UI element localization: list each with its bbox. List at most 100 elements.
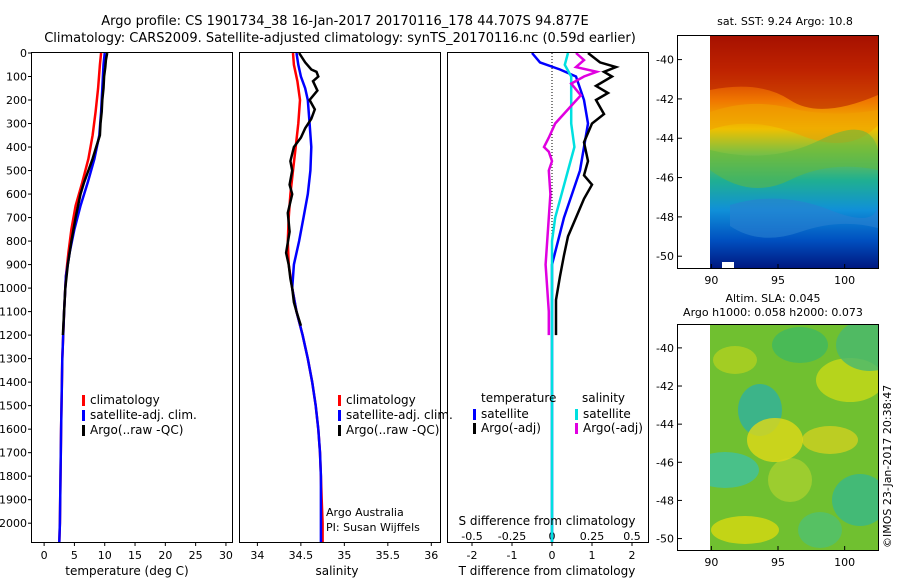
y-tick-label: 600	[6, 188, 27, 201]
y-tick-label: 800	[6, 235, 27, 248]
x-tick-label: 25	[189, 549, 203, 562]
x-tick-label: 35	[337, 549, 351, 562]
temperature-xlabel: temperature (deg C)	[65, 564, 188, 578]
sla-blob	[798, 512, 842, 548]
x-tick-label: 34.5	[289, 549, 314, 562]
x-tick-label: 1	[589, 549, 596, 562]
series-satellite-line	[531, 52, 590, 542]
difference-xlabel: T difference from climatology	[458, 564, 636, 578]
series-satellite-adj-clim--line	[58, 52, 106, 543]
x-tick-label: 35.5	[376, 549, 401, 562]
y-tick-label: 1300	[0, 353, 27, 366]
x-tick-label: 5	[71, 549, 78, 562]
sla-blob	[836, 325, 878, 371]
y-tick-label: 1100	[0, 306, 27, 319]
salinity-xlabel: salinity	[315, 564, 358, 578]
x-tick-label: 34	[250, 549, 264, 562]
map-y-tick-label: -48	[656, 211, 674, 224]
y-tick-label: 500	[6, 165, 27, 178]
y-tick-label: 1600	[0, 423, 27, 436]
x2-tick-label: -0.5	[461, 530, 482, 543]
sst-map	[710, 36, 878, 268]
y-tick-label: 400	[6, 141, 27, 154]
map-y-tick-label: -50	[656, 250, 674, 263]
sla-frame	[677, 324, 879, 551]
map-y-tick-label: -46	[656, 172, 674, 185]
difference-legend: temperature salinitysatelliteArgo(-adj)sa…	[473, 391, 643, 435]
difference-frame	[447, 52, 649, 543]
map-y-tick-label: -40	[656, 54, 674, 67]
y-tick-label: 2000	[0, 517, 27, 530]
y-tick-label: 1900	[0, 494, 27, 507]
x2-tick-label: -0.25	[498, 530, 526, 543]
map-y-tick-label: -46	[656, 456, 674, 469]
header-line1: Argo profile: CS 1901734_38 16-Jan-2017 …	[101, 14, 589, 29]
x-tick-label: 0	[41, 549, 48, 562]
legend-sal-1-label: satellite-adj. clim.	[346, 408, 453, 422]
sla-subtitle: Argo h1000: 0.058 h2000: 0.073	[683, 306, 863, 319]
salinity-panel: 34 34.5 35 35.5 36	[250, 52, 438, 562]
series-argo-adj--line	[554, 52, 620, 336]
legend-temp-1-label: satellite-adj. clim.	[90, 408, 197, 422]
salinity-frame	[239, 52, 441, 543]
x-tick-label: 20	[158, 549, 172, 562]
y-tick-label: 100	[6, 71, 27, 84]
sst-title: sat. SST: 9.24 Argo: 10.8	[717, 15, 853, 28]
map-x-tick-label: 90	[704, 274, 718, 287]
legend-diff-0-swatch	[473, 409, 476, 420]
y-tick-label: 1400	[0, 376, 27, 389]
legend-temp-0-swatch	[82, 395, 85, 406]
x-tick-label: 10	[98, 549, 112, 562]
argo-australia-label: Argo Australia	[326, 506, 404, 519]
sst-frame	[677, 35, 879, 269]
y-tick-label: 1800	[0, 470, 27, 483]
map-x-tick-label: 100	[834, 274, 855, 287]
map-y-tick-label: -44	[656, 418, 674, 431]
sla-blob	[710, 452, 759, 488]
legend-sal-0-swatch	[338, 395, 341, 406]
y-tick-label: 0	[20, 47, 27, 60]
x-tick-label: 36	[424, 549, 438, 562]
legend-diff-3-swatch	[575, 423, 578, 434]
x-tick-label: -1	[507, 549, 518, 562]
map-y-tick-label: -40	[656, 342, 674, 355]
series-argo-adj--line	[542, 52, 602, 336]
y-tick-label: 1200	[0, 329, 27, 342]
map-x-tick-label: 100	[834, 556, 855, 569]
difference-panel: -2 -1 0 1 2-0.5 -0.25 0 0.25 0.5	[461, 52, 641, 562]
legend-temp-1-swatch	[82, 410, 85, 421]
sla-blob	[772, 327, 828, 363]
series-satellite-adj-clim--line	[290, 52, 323, 542]
sla-title: Altim. SLA: 0.045	[725, 292, 820, 305]
x-tick-label: -2	[467, 549, 478, 562]
series-argo-raw-qc--line	[284, 52, 320, 327]
sla-axes: 90 95 100 -40 -42 -44 -46 -48 -50	[656, 342, 855, 569]
legend-title-temperature: temperature	[481, 391, 556, 405]
pi-label: PI: Susan Wijffels	[326, 521, 420, 534]
sla-blob	[711, 516, 779, 544]
y-tick-label: 900	[6, 259, 27, 272]
y-tick-label: 1500	[0, 400, 27, 413]
legend-diff-2-swatch	[575, 409, 578, 420]
temperature-panel: 0 5 10 15 20 25 300100200300400500600700800900…	[0, 47, 233, 562]
legend-temp-0-label: climatology	[90, 393, 160, 407]
x-tick-label: 2	[629, 549, 636, 562]
x-tick-label: 15	[128, 549, 142, 562]
x2-tick-label: 0.25	[580, 530, 605, 543]
legend-diff-1-label: Argo(-adj)	[481, 421, 541, 435]
y-tick-label: 700	[6, 212, 27, 225]
legend-diff-0-label: satellite	[481, 407, 529, 421]
x-tick-label: 0	[549, 549, 556, 562]
legend-diff-3-label: Argo(-adj)	[583, 421, 643, 435]
sla-blob	[832, 474, 878, 526]
legend-diff-1-swatch	[473, 423, 476, 434]
x-tick-label: 30	[219, 549, 233, 562]
x2-tick-label: 0.5	[623, 530, 641, 543]
sla-blob	[768, 458, 812, 502]
map-y-tick-label: -42	[656, 93, 674, 106]
map-y-tick-label: -42	[656, 380, 674, 393]
legend-sal-1-swatch	[338, 410, 341, 421]
y-tick-label: 1700	[0, 447, 27, 460]
